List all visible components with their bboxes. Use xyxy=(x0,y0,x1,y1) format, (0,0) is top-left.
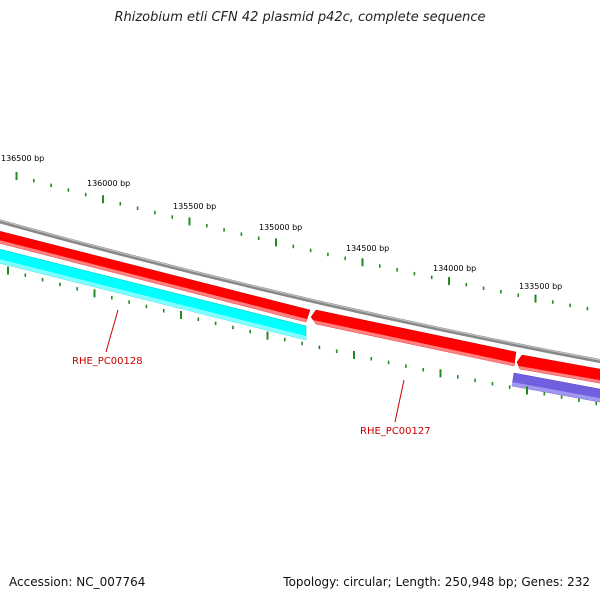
tick-label: 134000 bp xyxy=(433,264,476,273)
backbone-line-highlight xyxy=(0,219,600,361)
map-title: Rhizobium etli CFN 42 plasmid p42c, comp… xyxy=(114,10,486,25)
gene-bar-red-2-shade xyxy=(313,320,514,366)
gene-label-leader xyxy=(394,379,405,423)
tick-label: 136000 bp xyxy=(87,179,130,188)
tick-marks-lower xyxy=(7,266,598,406)
tick-label: 134500 bp xyxy=(346,244,389,253)
gene-label-leader xyxy=(105,309,119,353)
gene-label[interactable]: RHE_PC00128 xyxy=(72,356,143,367)
accession-label: Accession: NC_007764 xyxy=(9,575,146,589)
topology-info-label: Topology: circular; Length: 250,948 bp; … xyxy=(283,575,590,589)
cds-bar-cyan-shade xyxy=(0,259,306,340)
cds-bar-blue-shade xyxy=(512,382,600,403)
tick-marks-upper xyxy=(15,172,589,311)
tick-label: 135500 bp xyxy=(173,202,216,211)
tick-label: 133500 bp xyxy=(519,282,562,291)
gene-label[interactable]: RHE_PC00127 xyxy=(360,426,431,437)
tick-label: 135000 bp xyxy=(259,223,302,232)
gene-bar-red-3-shade xyxy=(519,366,600,384)
gene-bar-red-1-shade xyxy=(0,240,307,322)
backbone-line xyxy=(0,219,600,364)
tick-label: 136500 bp xyxy=(1,154,44,163)
